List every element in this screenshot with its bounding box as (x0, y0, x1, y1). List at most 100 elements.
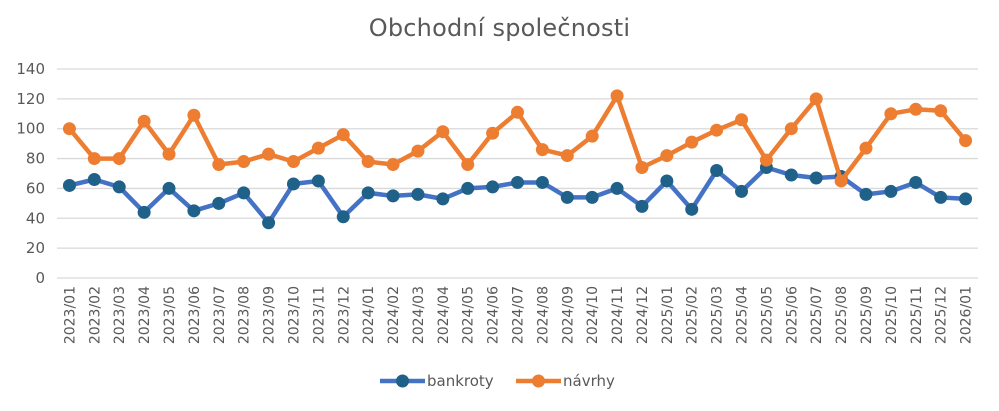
legend-marker-icon (396, 374, 409, 388)
data-point-marker (784, 122, 798, 136)
data-point-marker (262, 147, 276, 161)
data-point-marker (809, 171, 823, 185)
data-point-marker (112, 152, 126, 166)
data-point-marker (486, 126, 500, 140)
data-point-marker (286, 177, 300, 191)
data-point-marker (411, 144, 425, 158)
x-tick-label: 2024/05 (461, 286, 477, 344)
data-point-marker (212, 196, 226, 210)
x-tick-label: 2025/02 (685, 286, 701, 344)
data-point-marker (511, 105, 524, 119)
data-point-marker (909, 102, 923, 116)
x-tick-label: 2025/06 (784, 286, 800, 344)
data-point-marker (336, 210, 350, 224)
data-point-marker (137, 114, 151, 128)
data-point-marker (610, 181, 624, 195)
data-point-marker (187, 204, 201, 218)
data-point-marker (959, 134, 973, 148)
x-tick-label: 2025/12 (934, 286, 950, 344)
data-point-marker (535, 143, 549, 157)
data-point-marker (237, 186, 251, 200)
data-point-marker (934, 190, 948, 204)
series-lines (62, 89, 973, 230)
data-point-marker (585, 190, 599, 204)
y-tick-label: 60 (26, 179, 45, 197)
data-point-marker (685, 202, 699, 216)
legend-label: návrhy (563, 372, 615, 390)
data-point-marker (137, 205, 151, 219)
data-point-marker (934, 104, 948, 118)
data-point-marker (62, 122, 76, 136)
data-point-marker (286, 155, 300, 169)
x-tick-label: 2025/03 (710, 286, 726, 344)
legend-marker-icon (532, 374, 545, 388)
legend-item-navrhy: návrhy (516, 372, 615, 390)
data-point-marker (262, 216, 276, 230)
data-point-marker (859, 187, 873, 201)
x-tick-label: 2024/12 (635, 286, 651, 344)
x-tick-label: 2023/09 (262, 286, 278, 344)
gridlines (57, 68, 978, 279)
x-tick-label: 2023/05 (162, 286, 178, 344)
data-point-marker (62, 178, 76, 192)
data-point-marker (511, 175, 524, 189)
x-tick-label: 2024/04 (436, 286, 452, 344)
x-tick-label: 2025/05 (759, 286, 775, 344)
y-tick-label: 100 (16, 120, 45, 138)
x-tick-label: 2024/11 (610, 286, 626, 344)
data-point-marker (87, 172, 101, 186)
x-tick-label: 2025/01 (660, 286, 676, 344)
y-tick-label: 40 (26, 209, 45, 227)
y-tick-label: 80 (26, 150, 45, 168)
data-point-marker (486, 180, 500, 194)
data-point-marker (361, 186, 375, 200)
series-line (68, 165, 966, 226)
data-point-marker (759, 153, 773, 167)
x-tick-label: 2025/10 (884, 286, 900, 344)
legend: bankroty návrhy (380, 372, 615, 390)
x-tick-label: 2023/03 (112, 286, 128, 344)
x-tick-label: 2023/10 (286, 286, 302, 344)
data-point-marker (336, 128, 350, 142)
x-tick-label: 2023/06 (187, 286, 203, 344)
data-point-marker (311, 174, 325, 188)
x-tick-label: 2023/07 (212, 286, 228, 344)
series-bankroty (62, 161, 973, 230)
x-tick-label: 2026/01 (959, 286, 975, 344)
data-point-marker (386, 158, 400, 172)
data-point-marker (361, 155, 375, 169)
data-point-marker (735, 184, 749, 198)
data-point-marker (784, 168, 798, 182)
data-point-marker (311, 141, 325, 155)
data-point-marker (884, 184, 898, 198)
x-tick-label: 2023/12 (336, 286, 352, 344)
chart-title: Obchodní společnosti (368, 14, 631, 42)
x-tick-label: 2024/10 (585, 286, 601, 344)
data-point-marker (660, 149, 674, 163)
x-tick-label: 2025/04 (735, 286, 751, 344)
legend-label: bankroty (427, 372, 494, 390)
y-tick-label: 120 (16, 90, 45, 108)
data-point-marker (635, 199, 649, 213)
x-tick-label: 2024/06 (486, 286, 502, 344)
x-tick-label: 2023/01 (62, 286, 78, 344)
data-point-marker (735, 113, 749, 127)
data-point-marker (87, 152, 101, 166)
y-tick-label: 0 (35, 269, 45, 287)
y-axis-ticks: 0 20 40 60 80 100 120 140 (16, 60, 45, 287)
data-point-marker (112, 180, 126, 194)
x-tick-label: 2024/07 (511, 286, 527, 344)
data-point-marker (685, 135, 699, 149)
data-point-marker (411, 187, 425, 201)
series-navrhy (62, 89, 973, 188)
data-point-marker (386, 189, 400, 203)
data-point-marker (162, 147, 176, 161)
x-tick-label: 2025/09 (859, 286, 875, 344)
y-tick-label: 140 (16, 60, 45, 78)
data-point-marker (560, 190, 574, 204)
x-tick-label: 2023/08 (237, 286, 253, 344)
x-tick-label: 2023/04 (137, 286, 153, 344)
x-tick-label: 2025/07 (809, 286, 825, 344)
